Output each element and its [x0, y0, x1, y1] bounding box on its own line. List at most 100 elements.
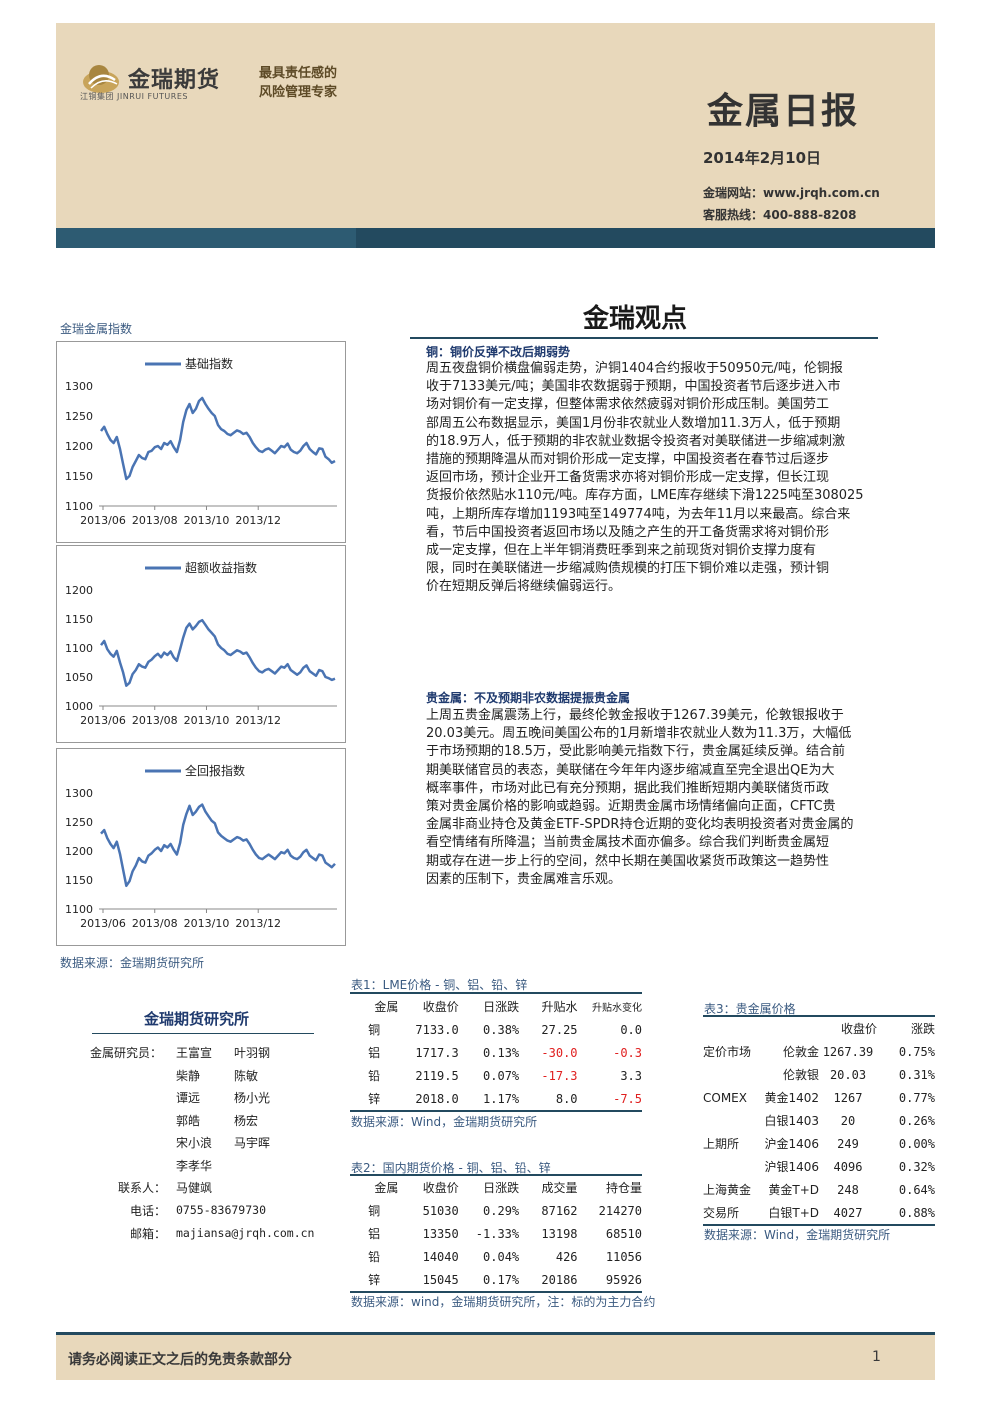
disclaimer-link[interactable]: 请务必阅读正文之后的免责条款部分: [68, 1352, 292, 1368]
paragraph-line: 因素的压制下，贵金属难言乐观。: [426, 871, 622, 887]
paragraph-line: 限，同时在美联储进一步缩减购债规模的打压下铜价难以走强，预计铜: [426, 561, 830, 577]
precious-price-table: 收盘价 涨跌 定价市场 伦敦金 1267.39 0.75% 伦敦银 20.03 0.31% C…: [703, 1017, 935, 1226]
contact-label: 联系人：: [118, 1181, 167, 1195]
y-tick-label: 1100: [65, 500, 93, 513]
table1-caption: 表1：LME价格 - 铜、铝、铅、锌: [351, 978, 528, 992]
col-header: 金属: [374, 1181, 399, 1195]
table-cell: 2018.0: [415, 1091, 459, 1106]
table-cell: 11056: [605, 1249, 642, 1264]
y-tick-label: 1150: [65, 613, 93, 626]
researcher-name: 叶羽钢: [234, 1046, 271, 1060]
table-cell: 0.26%: [898, 1113, 935, 1128]
copper-title: 铜：铜价反弹不改后期弱势: [426, 345, 571, 359]
lme-price-table: 金属 收盘价 日涨跌 升贴水 升贴水变化 铜 7133.0 0.38% 27.25 0.…: [350, 995, 642, 1112]
table-cell: 13350: [422, 1226, 459, 1241]
jinrui-logo-icon: [83, 65, 119, 93]
contact-name: 马健飒: [176, 1181, 213, 1195]
paragraph-line: 周五夜盘铜价横盘偏弱走势，沪铜1404合约报收于50950元/吨，伦铜报: [426, 361, 843, 376]
table-row: 交易所 白银T+D 4027 0.88%: [703, 1201, 935, 1225]
table-cell: 0.32%: [898, 1159, 935, 1174]
table-cell: [703, 1155, 757, 1178]
table-cell: 20: [840, 1113, 856, 1128]
table1-source: 数据来源：Wind，金瑞期货研究所: [351, 1115, 538, 1129]
table-cell: 伦敦银: [782, 1068, 819, 1082]
series-line: [100, 618, 336, 687]
header-bar: [56, 228, 935, 248]
table-cell: 沪金1406: [764, 1137, 819, 1151]
hotline: 客服热线：400-888-8208: [703, 208, 857, 222]
table-cell: 定价市场: [703, 1045, 752, 1059]
website-link[interactable]: 金瑞网站：www.jrqh.com.cn: [703, 186, 880, 200]
paragraph-line: 收于7133美元/吨；美国非农数据弱于预期，中国投资者节后逐步进入市: [426, 379, 841, 395]
table-cell: 0.0: [620, 1022, 642, 1037]
table2-caption: 表2：国内期货价格 - 铜、铝、铅、锌: [351, 1161, 551, 1175]
domestic-futures-table: 金属 收盘价 日涨跌 成交量 持仓量 铜 51030 0.29% 87162 21427…: [350, 1176, 642, 1293]
table-row: 伦敦银 20.03 0.31%: [703, 1063, 935, 1086]
table2-source: 数据来源：wind，金瑞期货研究所，注：标的为主力合约: [351, 1295, 656, 1309]
table-cell: -7.5: [613, 1091, 642, 1106]
index-label: 金瑞金属指数: [60, 322, 133, 336]
table-row: 铜 51030 0.29% 87162 214270: [350, 1199, 642, 1222]
paragraph-line: 20.03美元。周五晚间美国公布的1月新增非农就业人数为11.3万，大幅低: [426, 726, 852, 742]
table-cell: 20186: [541, 1272, 578, 1287]
researcher-list: 王富宣 叶羽钢 柴静 陈敏 谭远 杨小光 郭皓 杨宏 宋小浪 马宇晖 李孝华: [176, 1044, 314, 1180]
table3-top-rule: [703, 1015, 935, 1017]
researcher-name: 谭远: [176, 1091, 201, 1106]
paragraph-line: 的18.9万人，低于预期的非农就业数据令投资者对美联储进一步缩减刺激: [426, 433, 845, 449]
excess-return-chart: 超额收益指数 1000 1050 1100 1150 1200 2013/06 2013/08…: [65, 560, 337, 727]
researcher-name: 李孝华: [176, 1158, 213, 1173]
email-link[interactable]: majiansa@jrqh.com.cn: [176, 1226, 315, 1240]
report-title: 金属日报: [707, 91, 860, 132]
paragraph-line: 看空情绪有所降温；当前贵金属技术面亦偏多。综合我们判断贵金属短: [426, 835, 830, 851]
col-header: 持仓量: [605, 1181, 642, 1195]
x-tick-label: 2013/06: [80, 714, 126, 727]
table-cell: 0.29%: [483, 1203, 520, 1218]
total-return-chart: 全回报指数 1100 1150 1200 1250 1300 2013/06 2013/08 2…: [65, 763, 337, 930]
col-header: 日涨跌: [483, 1000, 520, 1014]
table-cell: 68510: [605, 1226, 642, 1241]
table-cell: 黄金1402: [764, 1091, 819, 1105]
y-tick-label: 1150: [65, 470, 93, 483]
y-tick-label: 1150: [65, 874, 93, 887]
precious-paragraph: 上周五贵金属震荡上行，最终伦敦金报收于1267.39美元，伦敦银报收于 20.03…: [426, 707, 908, 889]
table-row: 上海黄金 黄金T+D 248 0.64%: [703, 1178, 935, 1201]
researcher-name: 陈敏: [234, 1068, 259, 1083]
researcher-name: 马宇晖: [234, 1136, 271, 1151]
footer-rule: [56, 1332, 935, 1335]
page-number: 1: [872, 1349, 881, 1365]
team-label: 金属研究员：: [90, 1046, 163, 1060]
series-line: [100, 396, 336, 481]
slogan: 最具责任感的 风险管理专家: [259, 64, 337, 102]
researcher-name: 柴静: [176, 1068, 201, 1083]
table-cell: [703, 1109, 757, 1132]
table-row: 定价市场 伦敦金 1267.39 0.75%: [703, 1040, 935, 1063]
col-header: 涨跌: [910, 1022, 935, 1036]
researcher-name: 王富宣: [176, 1046, 213, 1060]
legend-label: 基础指数: [185, 356, 233, 371]
charts-source: 数据来源：金瑞期货研究所: [60, 956, 205, 970]
series-line: [100, 803, 336, 888]
table-header-row: 金属 收盘价 日涨跌 升贴水 升贴水变化: [350, 995, 642, 1018]
table-cell: 0.13%: [483, 1045, 520, 1060]
table-cell: -0.3: [613, 1045, 642, 1060]
table-cell: 锌: [368, 1273, 381, 1287]
table2-top-rule: [350, 1174, 642, 1176]
col-header: 成交量: [541, 1181, 578, 1195]
table-cell: 2119.5: [415, 1068, 459, 1083]
paragraph-line: 返回市场，预计企业开工备货需求亦将对铜价形成一定支撑，但长江现: [426, 470, 830, 486]
table-cell: 95926: [605, 1272, 642, 1287]
researcher-row: 王富宣 叶羽钢: [176, 1044, 314, 1067]
col-header: 升贴水变化: [592, 1003, 642, 1014]
y-tick-label: 1100: [65, 642, 93, 655]
researcher-name: 杨宏: [234, 1113, 259, 1128]
paragraph-line: 期美联储官员的表态，美联储在今年年内逐步缩减直至完全退出QE为大: [426, 762, 835, 778]
table-row: COMEX 黄金1402 1267 0.77%: [703, 1086, 935, 1109]
table-row: 铝 13350 -1.33% 13198 68510: [350, 1222, 642, 1245]
paragraph-line: 概率事件，市场对此已有充分预期，据此我们推断短期内美联储货币政: [426, 780, 830, 796]
col-header: 收盘价: [422, 1181, 459, 1195]
phone-number: 0755-83679730: [176, 1203, 267, 1217]
contact-info: 金瑞网站：www.jrqh.com.cn 客服热线：400-888-8208: [703, 182, 880, 226]
table-row: 锌 2018.0 1.17% 8.0 -7.5: [350, 1087, 642, 1111]
researcher-row: 李孝华: [176, 1157, 314, 1180]
table-cell: 0.38%: [483, 1022, 520, 1037]
